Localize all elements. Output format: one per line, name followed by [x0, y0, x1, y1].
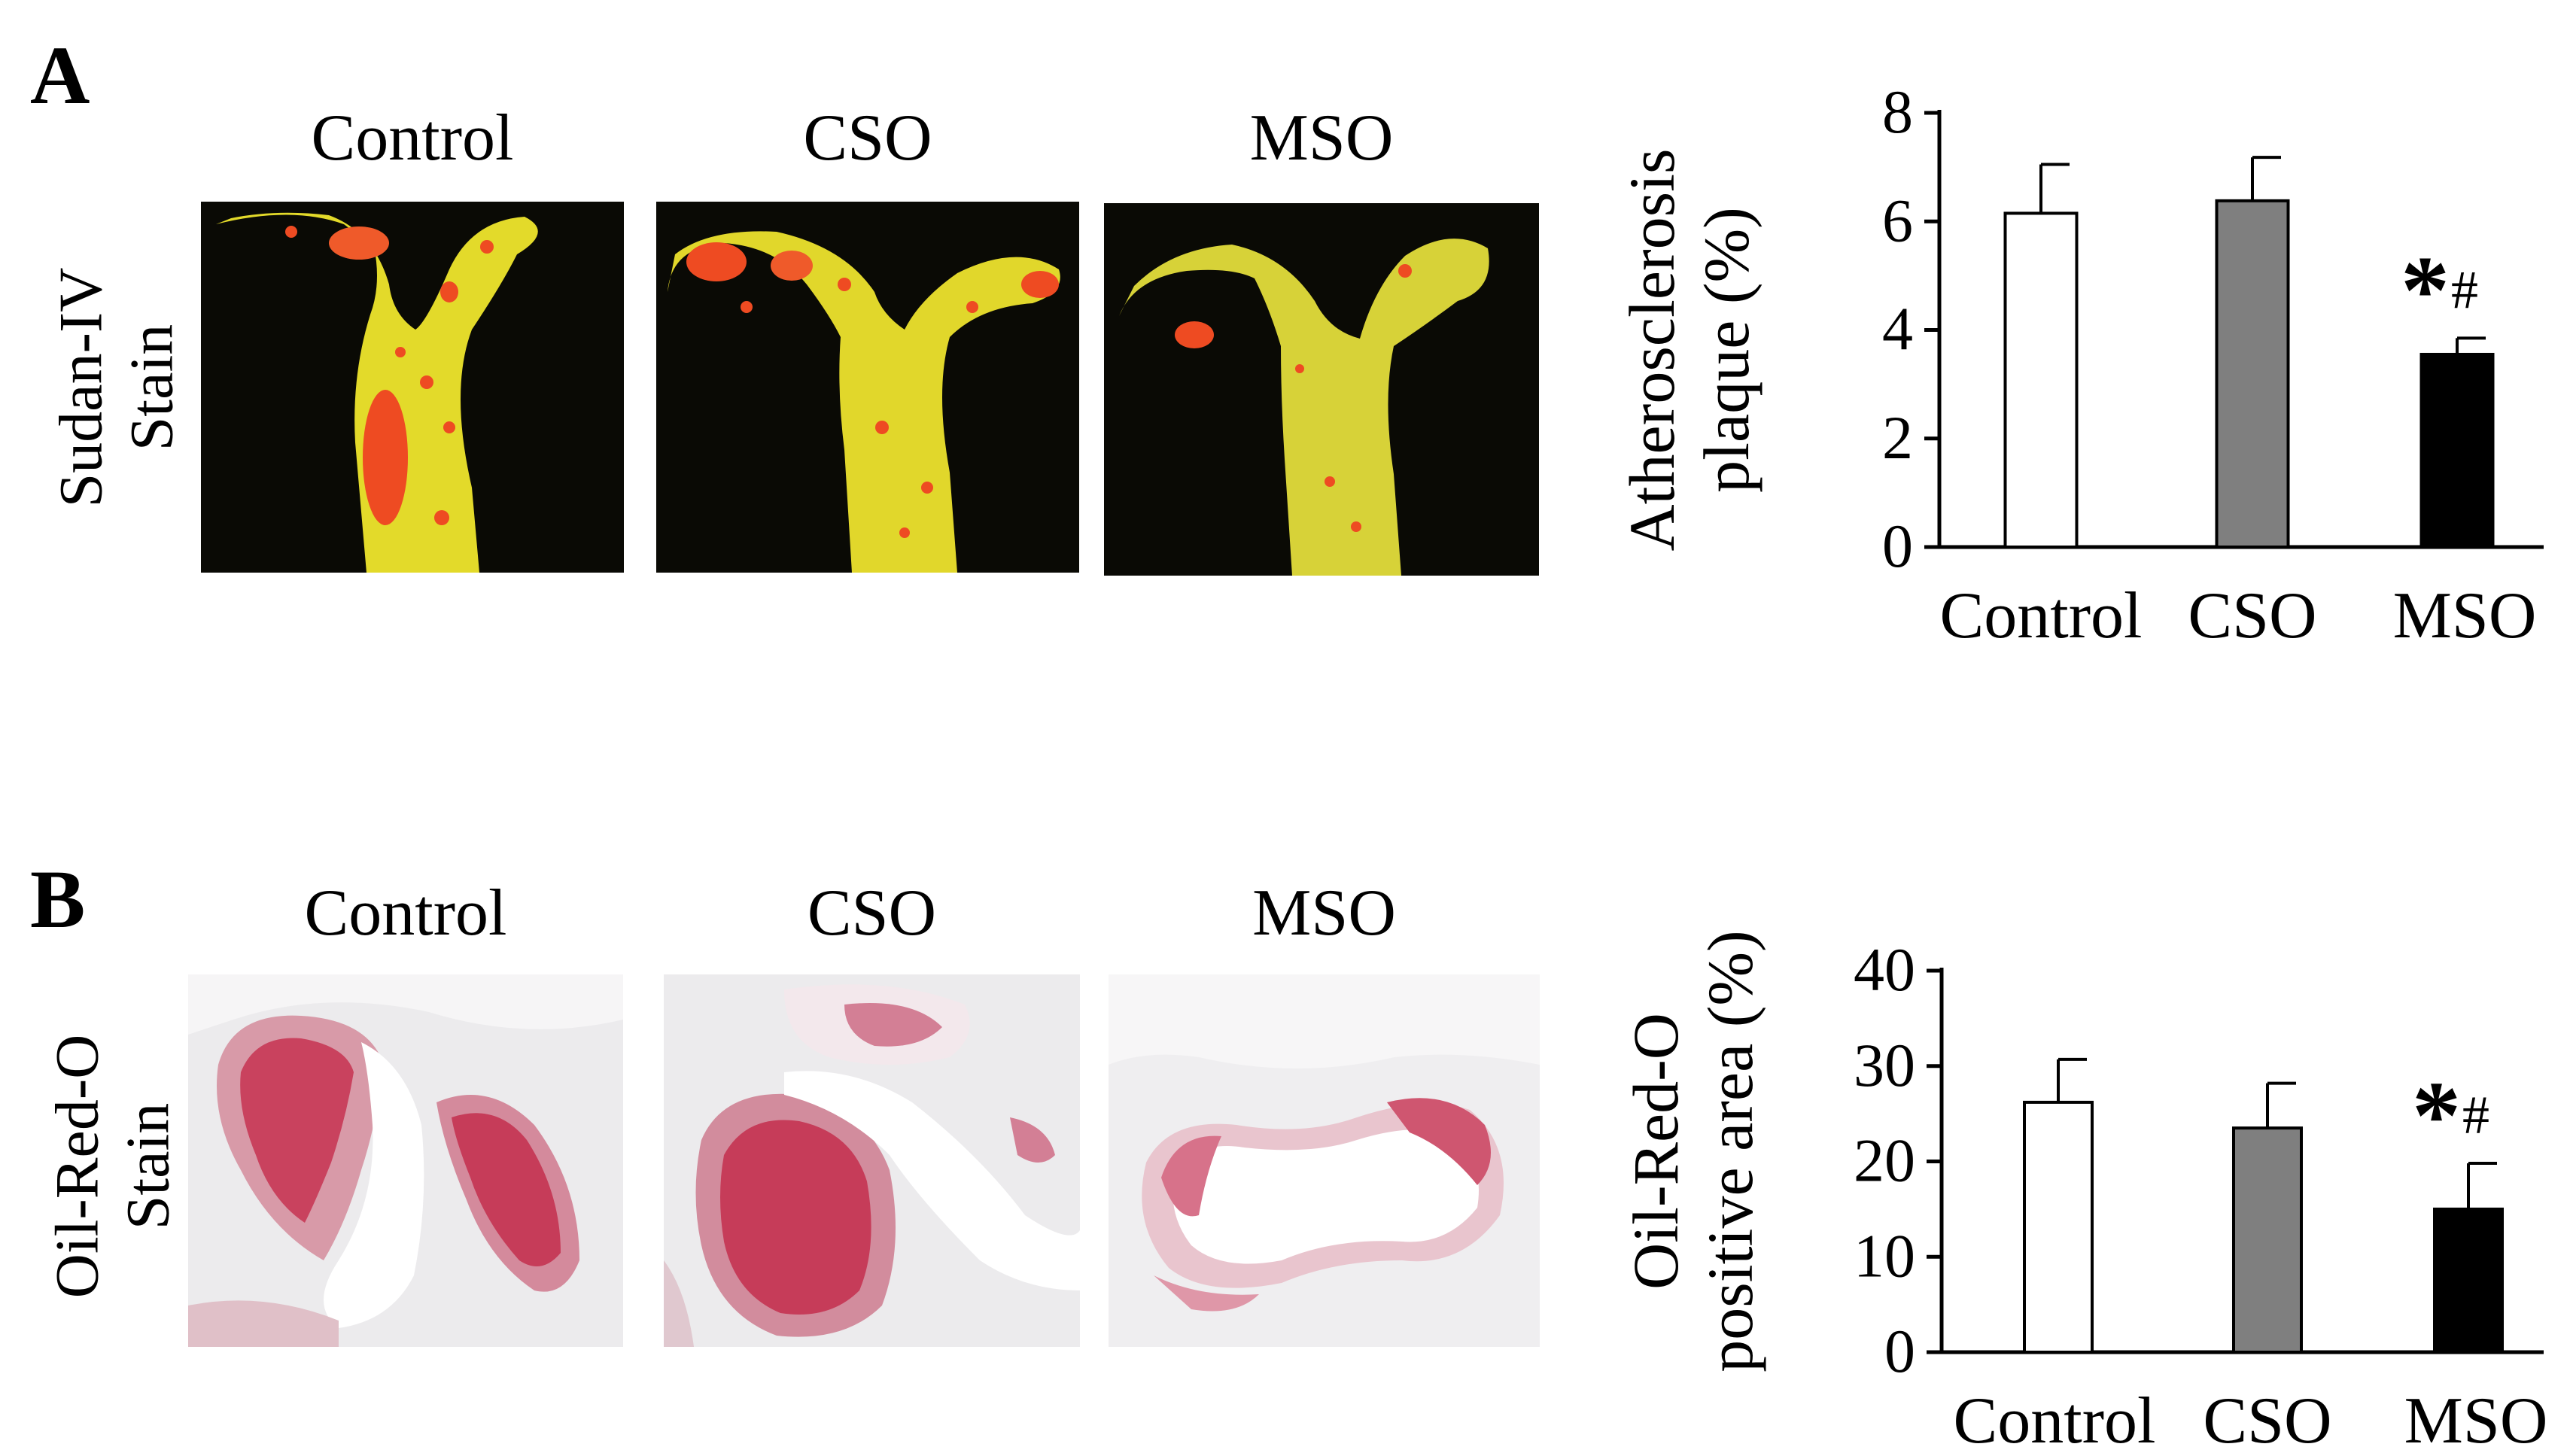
- row-label-b: Oil-Red-O Stain: [42, 1035, 184, 1299]
- chart-b: 0 10 20 30 40 Control CSO MSO * #: [1854, 935, 2547, 1456]
- chart-b-x-tick-label: MSO: [2404, 1385, 2548, 1456]
- chart-a-y-tick-label: 0: [1882, 512, 1913, 580]
- chart-a-bar-cso: [2215, 199, 2290, 549]
- chart-b-ylabel-line-1: Oil-Red-O: [1620, 1013, 1693, 1290]
- column-label-control-b: Control: [304, 877, 507, 950]
- panel-letter-a: A: [30, 29, 90, 121]
- chart-b-y-tick-label: 30: [1854, 1031, 1915, 1099]
- chart-b-x-tick-label: Control: [1954, 1385, 2156, 1456]
- row-label-line-1: Oil-Red-O: [42, 1034, 111, 1299]
- chart-a-bar-control: [2003, 211, 2079, 549]
- oil-red-o-image-mso: [1109, 974, 1540, 1347]
- oil-red-o-image-control: [188, 974, 623, 1347]
- oil-red-o-image-cso: [664, 974, 1080, 1347]
- chart-a-y-tick-label: 4: [1882, 295, 1913, 363]
- chart-b-bar-mso: [2433, 1207, 2504, 1354]
- chart-a-x-tick-label: CSO: [2188, 579, 2316, 652]
- chart-a-significance-hash: #: [2451, 260, 2478, 320]
- chart-a-bar-mso: [2419, 352, 2495, 549]
- panel-letter-b: B: [30, 853, 86, 945]
- column-label-cso-b: CSO: [807, 877, 937, 950]
- chart-a-ylabel: Atherosclerosis plaque (%): [1615, 149, 1764, 552]
- chart-a-ylabel-line-1: Atherosclerosis: [1616, 148, 1689, 552]
- column-label-control-a: Control: [311, 102, 514, 175]
- chart-b-significance-star: *: [2412, 1062, 2461, 1170]
- chart-b-ylabel: Oil-Red-O positive area (%): [1619, 930, 1768, 1372]
- chart-a-y-tick-label: 6: [1882, 186, 1913, 254]
- sudan-iv-image-mso: [1104, 203, 1539, 576]
- chart-b-significance-hash: #: [2462, 1085, 2489, 1145]
- chart-a: 0 2 4 6 8 Control CSO MSO * #: [1882, 78, 2544, 652]
- chart-a-x-tick-label: Control: [1940, 579, 2143, 652]
- chart-a-y-tick-label: 2: [1882, 403, 1913, 472]
- chart-a-ylabel-line-2: plaque (%): [1690, 207, 1763, 493]
- chart-b-y-tick-label: 0: [1884, 1317, 1915, 1385]
- chart-b-y-tick-label: 40: [1854, 935, 1915, 1004]
- row-label-line-2: Stain: [114, 1102, 182, 1230]
- chart-b-y-tick-label: 10: [1854, 1221, 1915, 1290]
- chart-a-y-tick-label: 8: [1882, 78, 1913, 146]
- column-label-mso-b: MSO: [1252, 877, 1396, 950]
- chart-b-bar-control: [2023, 1100, 2094, 1354]
- chart-b-ylabel-line-2: positive area (%): [1694, 930, 1766, 1372]
- sudan-iv-image-control: [201, 202, 624, 573]
- chart-b-y-tick-label: 20: [1854, 1126, 1915, 1195]
- sudan-iv-image-cso: [656, 202, 1079, 573]
- chart-b-bar-cso: [2232, 1126, 2303, 1354]
- column-label-mso-a: MSO: [1249, 102, 1394, 175]
- chart-b-x-tick-label: CSO: [2203, 1385, 2331, 1456]
- chart-a-x-tick-label: MSO: [2393, 579, 2537, 652]
- chart-a-significance-star: *: [2401, 236, 2450, 345]
- column-label-cso-a: CSO: [803, 102, 932, 175]
